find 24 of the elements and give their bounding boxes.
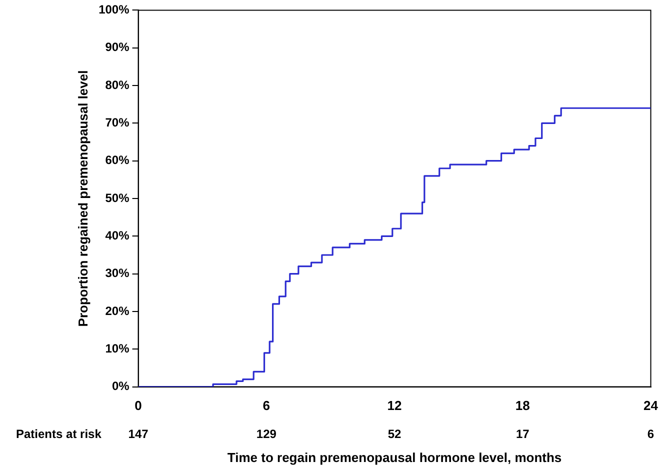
text: 129 [256, 427, 277, 442]
y-tick-label: 0% [112, 379, 130, 394]
y-tick-label: 30% [105, 266, 130, 280]
x-tick-label: 6 [262, 398, 270, 414]
y-tick-label: 90% [105, 40, 130, 54]
y-tick-label: 50% [105, 190, 130, 205]
y-tick-label: 100% [98, 2, 130, 17]
y-tick-label: 70% [105, 115, 130, 130]
y-axis-title: Proportion regained premenopausal level [75, 70, 90, 327]
x-tick-label: 12 [387, 398, 402, 414]
y-tick-label: 60% [105, 153, 130, 168]
text: 147 [128, 427, 149, 442]
x-tick-label: 24 [644, 398, 659, 414]
text: 17 [516, 427, 530, 442]
y-tick-label: 40% [105, 228, 130, 242]
text: Patients at risk [16, 427, 102, 442]
x-tick-label: 18 [515, 398, 530, 414]
y-tick-label: 20% [105, 304, 130, 318]
y-tick-label: 80% [105, 78, 130, 92]
text: 6 [647, 427, 654, 442]
y-tick-label: 10% [105, 341, 130, 356]
x-tick-label: 0 [134, 398, 142, 414]
x-axis-title: Time to regain premenopausal hormone level, months [227, 450, 562, 465]
text: 52 [388, 427, 402, 442]
